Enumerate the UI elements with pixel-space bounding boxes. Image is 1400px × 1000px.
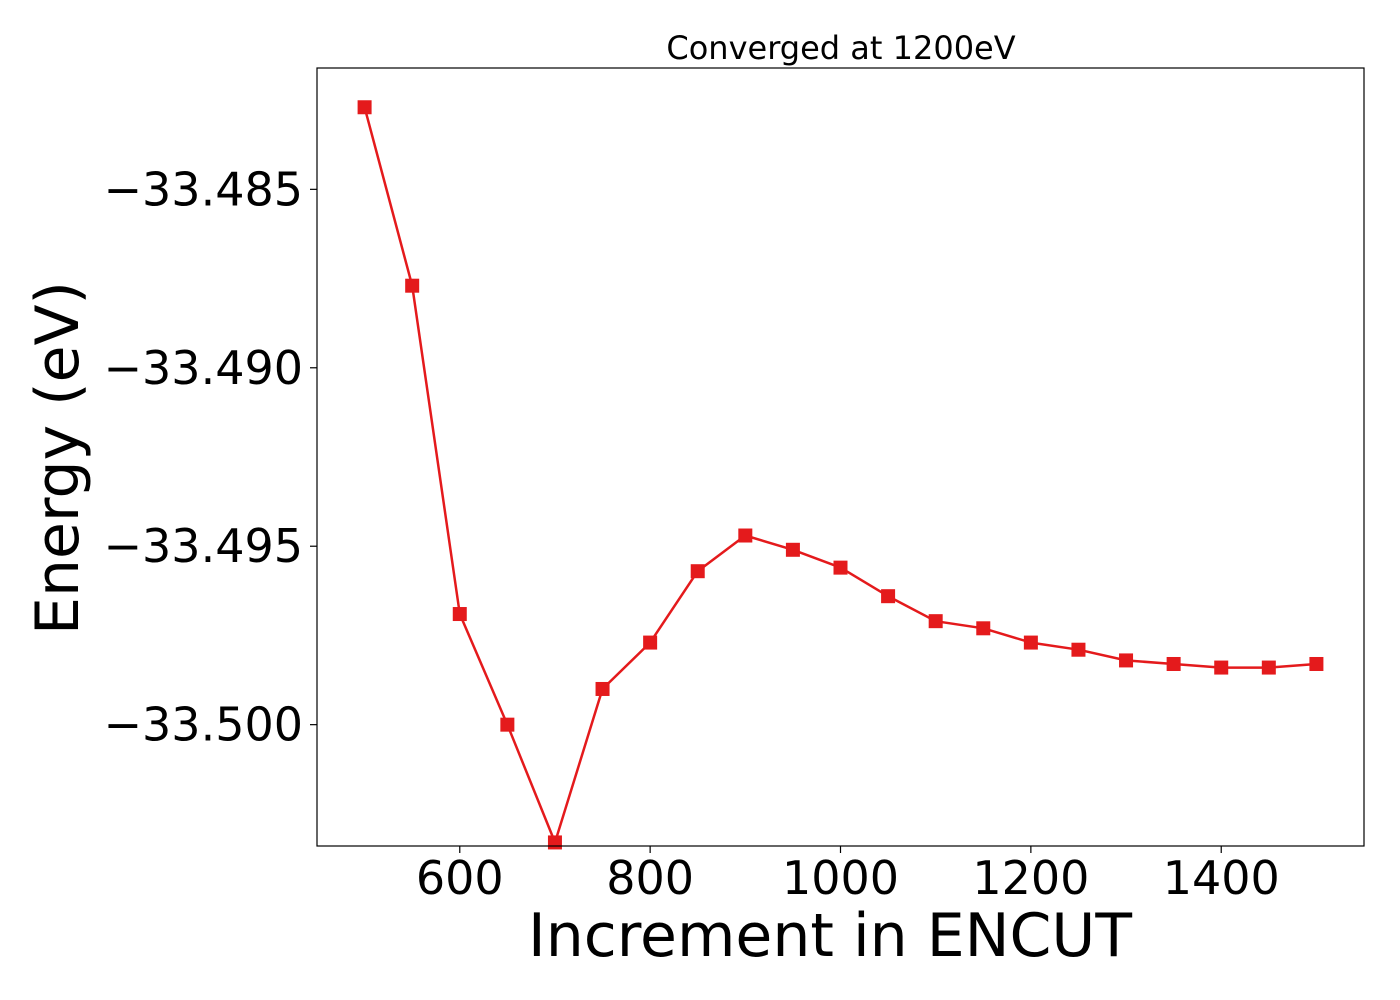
data-point: [881, 589, 896, 604]
data-point: [1309, 656, 1324, 671]
y-tick-label: −33.490: [104, 341, 304, 395]
data-point: [643, 635, 658, 650]
y-tick-label: −33.485: [104, 162, 304, 216]
data-point: [1023, 635, 1038, 650]
y-axis: −33.485 −33.490 −33.495 −33.500: [104, 162, 317, 752]
y-axis-label: Energy (eV): [23, 281, 93, 635]
x-tick-label: 1000: [782, 851, 899, 905]
data-point: [452, 607, 467, 622]
data-point: [1119, 653, 1134, 668]
data-point: [976, 621, 991, 636]
data-point: [500, 717, 515, 732]
data-point: [405, 278, 420, 293]
data-point: [785, 542, 800, 557]
data-point: [690, 564, 705, 579]
x-tick-label: 1200: [972, 851, 1089, 905]
data-point: [595, 681, 610, 696]
x-tick-label: 600: [416, 851, 504, 905]
x-axis: 600 800 1000 1200 1400: [416, 846, 1280, 905]
x-axis-label: Increment in ENCUT: [528, 901, 1132, 971]
data-point: [833, 560, 848, 575]
x-tick-label: 800: [606, 851, 694, 905]
chart-title: Converged at 1200eV: [666, 29, 1015, 67]
data-point: [1071, 642, 1086, 657]
y-tick-label: −33.500: [104, 698, 304, 752]
data-point: [738, 528, 753, 543]
data-point: [1214, 660, 1229, 675]
data-point: [1166, 656, 1181, 671]
x-tick-label: 1400: [1163, 851, 1280, 905]
data-point: [1261, 660, 1276, 675]
data-point: [357, 100, 372, 115]
data-point: [547, 835, 562, 850]
y-tick-label: −33.495: [104, 519, 304, 573]
data-point: [928, 614, 943, 629]
plot-area: [357, 100, 1324, 850]
